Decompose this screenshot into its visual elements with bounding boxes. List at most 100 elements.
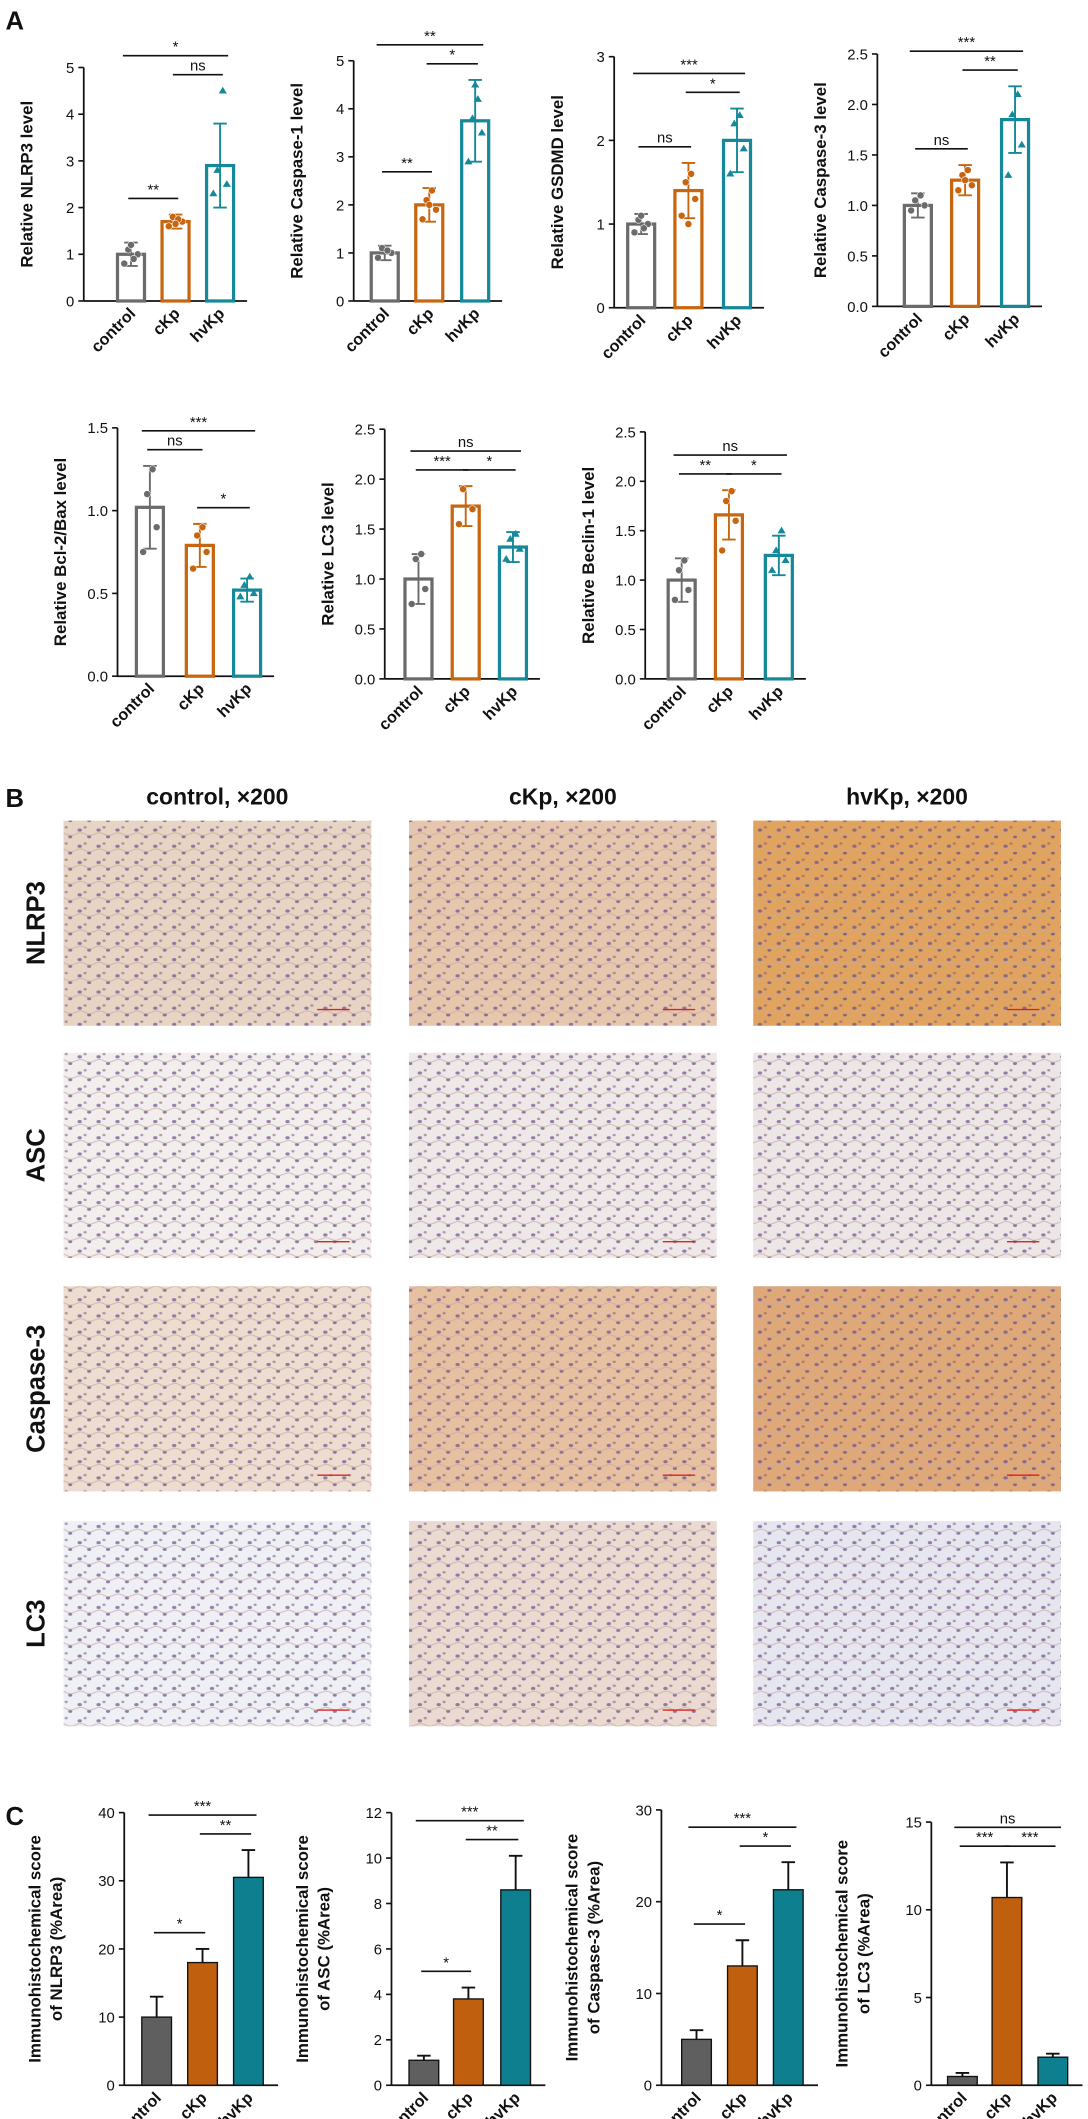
y-tick-label: 1.0 — [355, 572, 376, 588]
bar — [452, 1998, 484, 2086]
x-tick-label: cKp — [703, 682, 737, 716]
data-point — [471, 80, 480, 88]
data-point — [735, 111, 744, 118]
bar — [408, 2059, 440, 2086]
y-tick-label: 1.5 — [615, 524, 636, 540]
significance-label: ** — [984, 54, 996, 70]
significance-label: ns — [167, 434, 183, 450]
significance-label: ** — [401, 156, 413, 172]
significance-label: * — [177, 1917, 183, 1933]
data-point — [473, 95, 482, 102]
data-point — [691, 195, 699, 203]
x-tick-label: control — [875, 310, 927, 362]
data-point — [417, 550, 425, 558]
data-point — [148, 465, 157, 474]
data-point — [374, 253, 382, 262]
x-tick-label: hvKp — [755, 2089, 796, 2119]
x-tick-label: cKp — [149, 305, 183, 339]
row-label: LC3 — [23, 1599, 51, 1647]
bar — [141, 2016, 173, 2086]
data-point — [432, 205, 440, 214]
significance-label: ns — [190, 59, 206, 75]
data-point — [129, 255, 138, 263]
y-tick-label: 0.0 — [87, 670, 108, 686]
data-point — [684, 586, 693, 594]
y-tick-label: 15 — [905, 1815, 922, 1831]
bar — [949, 178, 981, 308]
histology-texture — [753, 1052, 1061, 1258]
histology-texture — [63, 1286, 372, 1492]
panel-label: A — [5, 8, 24, 36]
y-tick-label: 1.0 — [87, 504, 108, 520]
data-point — [407, 600, 416, 608]
data-point — [1004, 171, 1013, 178]
x-tick-label: cKp — [939, 310, 973, 344]
y-tick-label: 5 — [336, 54, 344, 70]
y-tick-label: 0 — [336, 294, 344, 310]
x-tick-label: cKp — [716, 2089, 750, 2119]
panel-label: B — [5, 785, 24, 813]
x-tick-label: hvKp — [480, 682, 521, 723]
bar — [497, 545, 529, 681]
data-point — [421, 585, 430, 593]
data-point — [477, 128, 486, 136]
y-tick-label: 6 — [374, 1942, 382, 1958]
y-tick-label: 0.0 — [847, 300, 868, 316]
data-point — [772, 546, 781, 554]
significance-label: ** — [220, 1818, 232, 1834]
y-tick-label: 1.5 — [87, 421, 108, 437]
data-point — [202, 548, 211, 556]
column-label: control, ×200 — [146, 783, 288, 809]
significance-label: * — [717, 1908, 723, 1924]
significance-label: * — [173, 40, 179, 56]
y-axis-label: Relative Bcl-2/Bax level — [51, 458, 70, 646]
histology-texture — [409, 1286, 717, 1492]
bar — [231, 588, 263, 678]
y-tick-label: 0.0 — [615, 672, 636, 688]
x-tick-label: cKp — [440, 682, 474, 716]
x-tick-label: hvKp — [187, 304, 228, 345]
data-point — [464, 157, 473, 165]
x-tick-label: hvKp — [1020, 2089, 1061, 2119]
y-tick-label: 40 — [98, 1806, 115, 1822]
y-tick-label: 3 — [66, 154, 74, 170]
y-tick-label: 4 — [66, 108, 74, 124]
significance-label: *** — [976, 1830, 994, 1846]
data-point — [964, 166, 972, 174]
x-tick-label: control — [88, 305, 140, 357]
y-axis-label: Relative LC3 level — [318, 482, 337, 625]
data-point — [630, 228, 639, 237]
y-tick-label: 1 — [66, 248, 74, 264]
data-point — [165, 222, 173, 231]
x-tick-label: hvKp — [746, 682, 787, 723]
x-tick-label: hvKp — [214, 680, 255, 721]
x-tick-label: hvKp — [704, 311, 745, 352]
row-label: ASC — [23, 1128, 51, 1182]
significance-label: * — [449, 48, 455, 64]
data-point — [245, 572, 254, 580]
data-point — [249, 589, 258, 597]
x-tick-label: hvKp — [483, 2089, 524, 2119]
error-bar — [772, 534, 786, 577]
bar — [772, 1889, 804, 2086]
y-tick-label: 0 — [914, 2079, 922, 2095]
significance-label: *** — [461, 1805, 479, 1821]
significance-label: *** — [194, 1799, 212, 1815]
y-tick-label: 1 — [596, 217, 604, 233]
x-tick-label: control — [113, 2089, 165, 2119]
x-tick-label: control — [653, 2089, 705, 2119]
y-tick-label: 20 — [635, 1895, 652, 1911]
y-tick-label: 0 — [644, 2079, 652, 2095]
x-tick-label: hvKp — [982, 310, 1023, 351]
bar — [500, 1889, 532, 2086]
data-point — [236, 592, 245, 600]
error-bar — [689, 2029, 704, 2040]
y-tick-label: 2.0 — [847, 98, 868, 114]
error-bar — [213, 122, 227, 209]
y-tick-label: 4 — [374, 1988, 382, 2004]
data-point — [681, 178, 690, 186]
histology-texture — [753, 820, 1061, 1026]
column-label: hvKp, ×200 — [846, 783, 968, 809]
y-tick-label: 2.0 — [355, 473, 376, 489]
error-bar — [1046, 2052, 1060, 2058]
